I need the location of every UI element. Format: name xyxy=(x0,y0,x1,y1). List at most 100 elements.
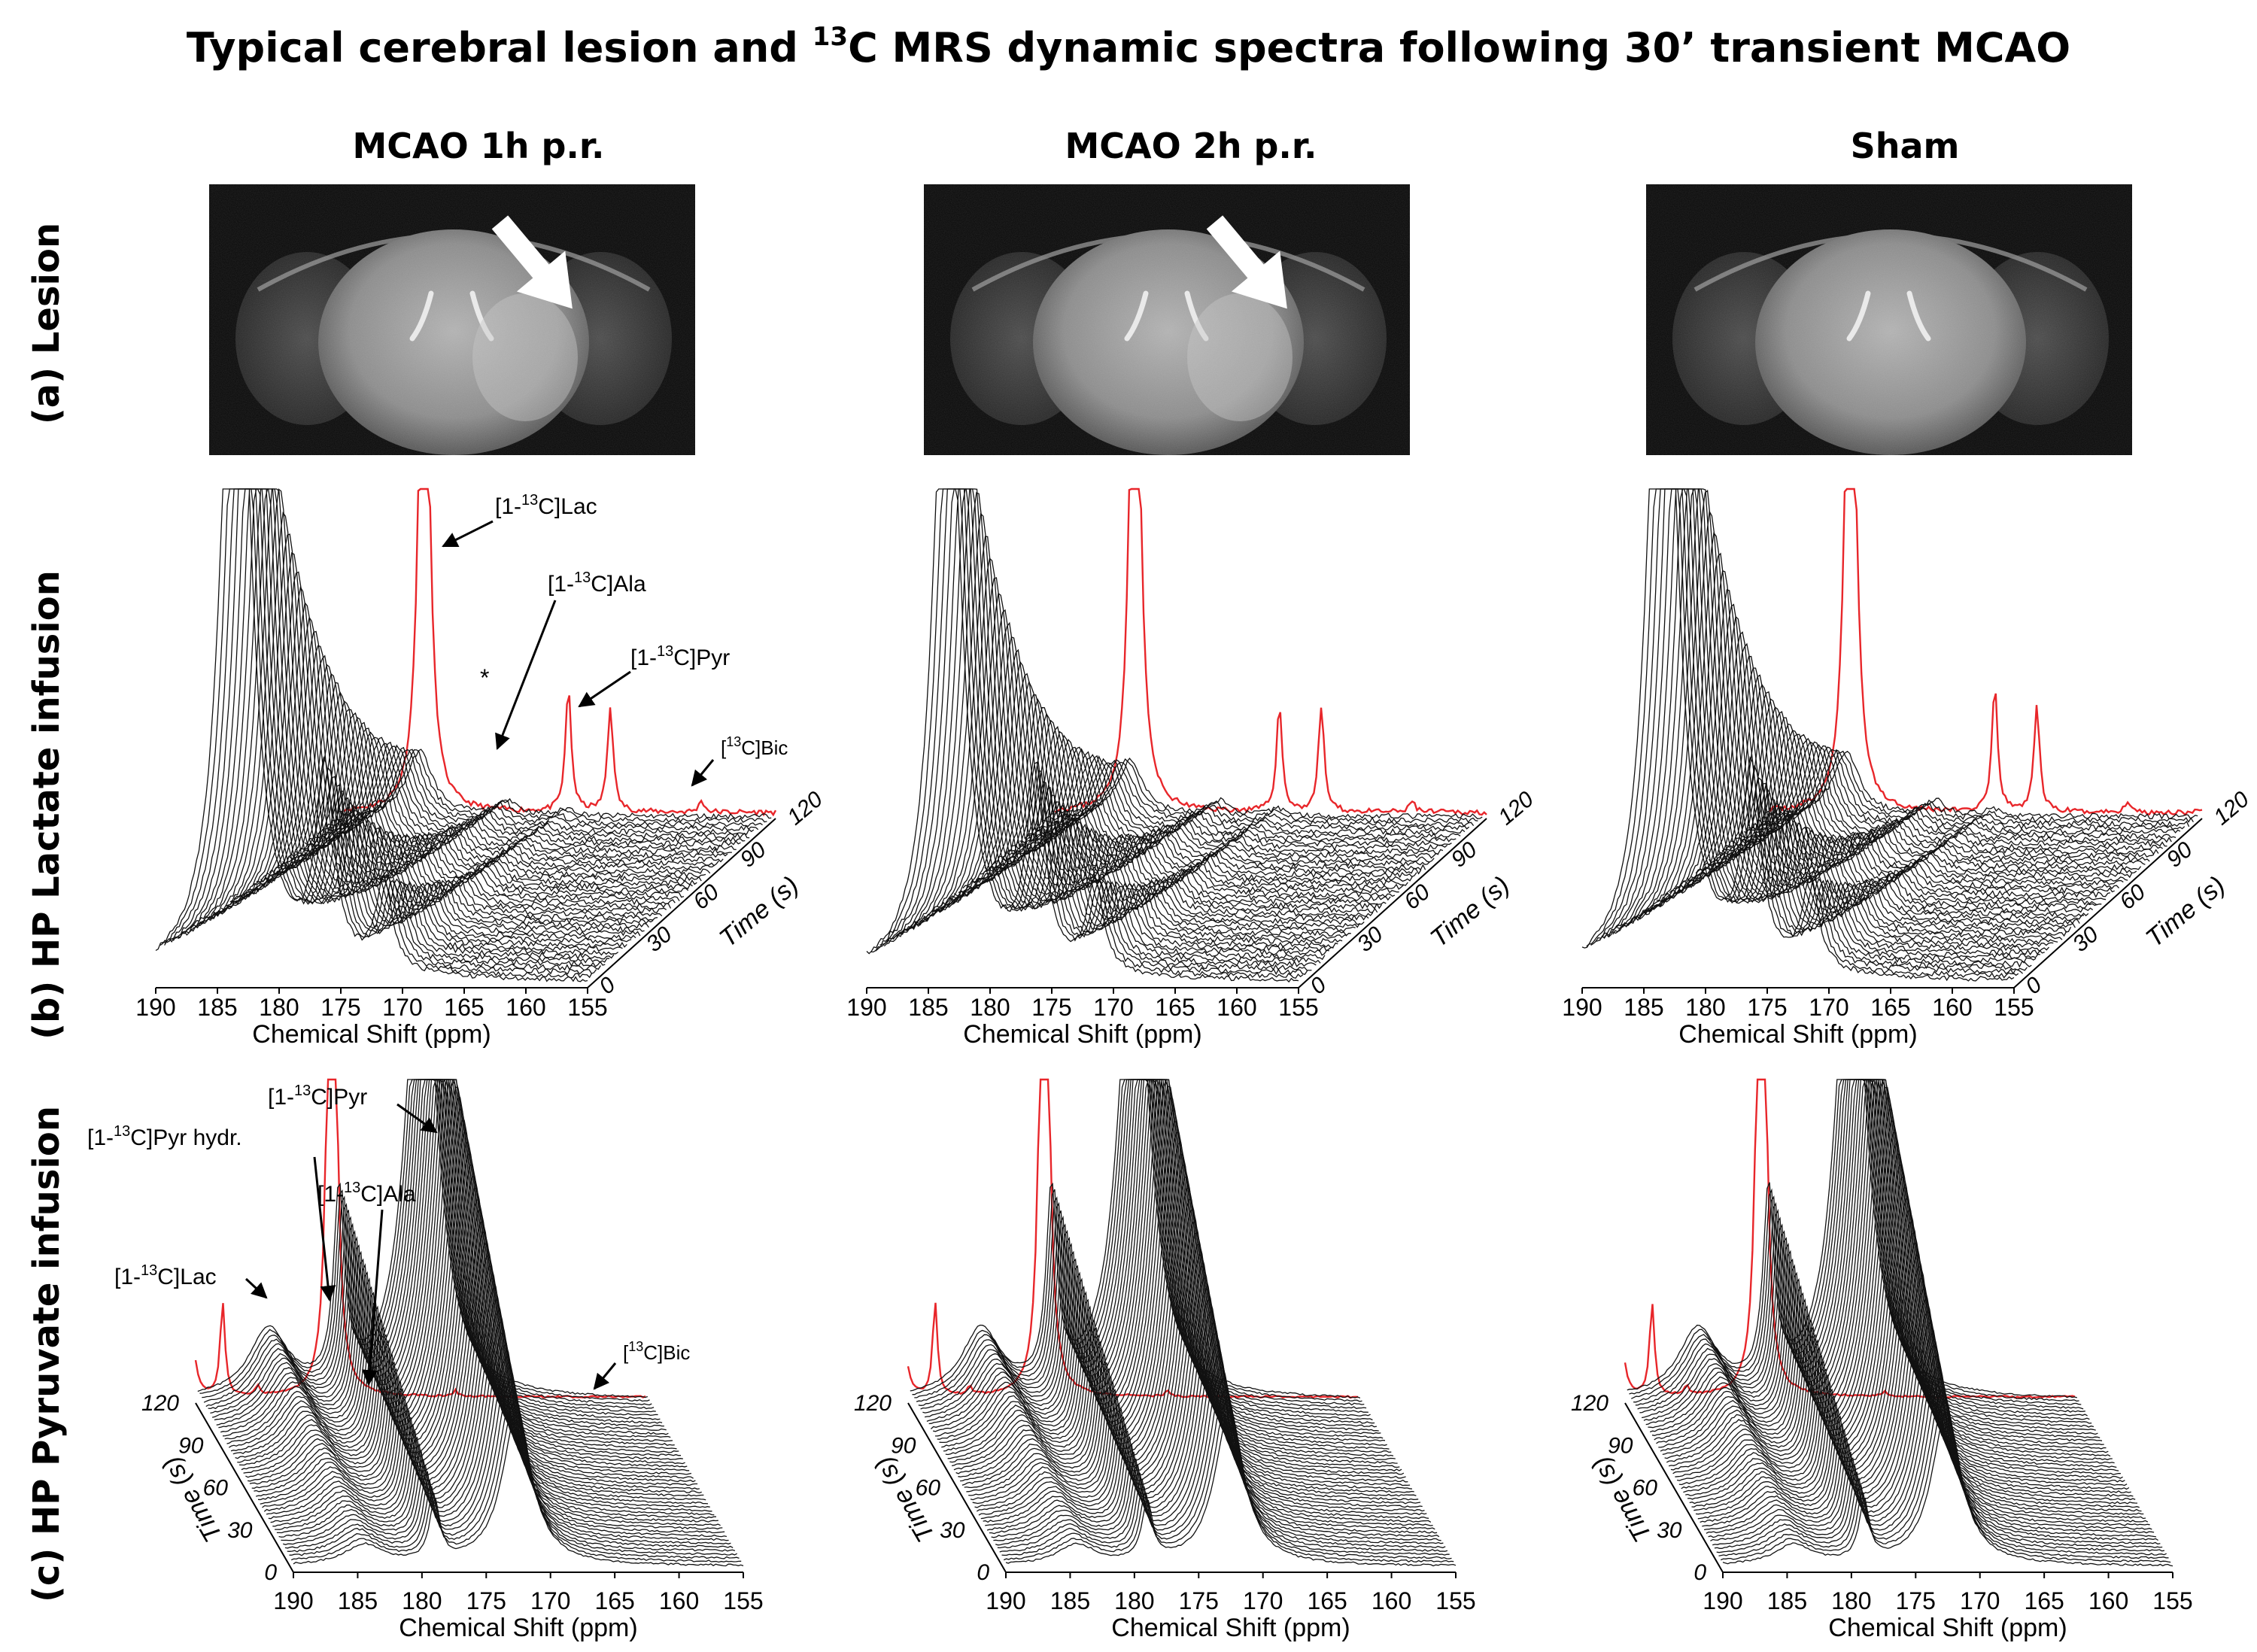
time-axis-label: Time (s) xyxy=(2140,871,2231,953)
spectrum-trace xyxy=(234,630,667,913)
spectrum-trace xyxy=(1651,603,2085,922)
x-tick-label: 190 xyxy=(273,1587,313,1614)
row-label-a: (a) Lesion xyxy=(26,223,68,424)
spectrum-trace xyxy=(966,1198,1417,1497)
spectrum-trace xyxy=(251,1188,702,1494)
spectrum-trace xyxy=(1608,488,2040,959)
spectrum-trace xyxy=(1642,569,2076,929)
spectrum-trace xyxy=(232,1086,683,1460)
spectrum-trace xyxy=(1722,1412,2173,1567)
spectrum-trace xyxy=(1697,1277,2149,1523)
x-tick-label: 180 xyxy=(1114,1587,1154,1614)
time-tick-label: 30 xyxy=(2068,922,2104,957)
spectrum-trace xyxy=(283,1356,734,1548)
spectrum-trace xyxy=(1634,531,2067,937)
spectrum-trace xyxy=(1001,1389,1452,1559)
mri-image-1 xyxy=(209,184,695,455)
spectrum-trace xyxy=(916,1079,1367,1409)
spectrum-trace xyxy=(905,536,1338,949)
spectrum-trace xyxy=(1695,1265,2146,1520)
time-tick-label: 30 xyxy=(227,1518,253,1543)
spectrum-trace xyxy=(901,512,1334,952)
spectrum-trace xyxy=(953,1131,1405,1475)
spectrum-trace xyxy=(203,1079,655,1410)
spectrum-trace xyxy=(978,1265,1429,1520)
time-tick-label: 120 xyxy=(1571,1391,1608,1416)
x-tick-label: 190 xyxy=(1703,1587,1742,1614)
x-tick-label: 155 xyxy=(2152,1587,2192,1614)
spectrum-trace xyxy=(972,1232,1423,1508)
arrow-ala-lactate xyxy=(495,600,557,750)
spectrum-trace xyxy=(290,1401,742,1563)
spectrum-trace xyxy=(945,1086,1396,1460)
spectrum-trace xyxy=(268,1278,718,1523)
spectrum-trace xyxy=(993,1344,1444,1544)
row-label-c: (c) HP Pyruvate infusion xyxy=(26,1106,68,1602)
spectrum-trace xyxy=(287,1378,737,1556)
x-tick-label: 155 xyxy=(1435,1587,1475,1614)
spectrum-trace xyxy=(945,673,1378,913)
x-tick-label: 160 xyxy=(1372,1587,1411,1614)
spectrum-trace xyxy=(999,1377,1450,1556)
spectrum-trace xyxy=(1612,488,2045,956)
spectrum-trace xyxy=(1720,1401,2171,1563)
row-label-b: (b) HP Lactate infusion xyxy=(26,570,68,1040)
time-tick-label: 120 xyxy=(782,787,828,831)
x-tick-label: 175 xyxy=(1179,1587,1219,1614)
spectrum-trace xyxy=(1028,762,1461,840)
spectrum-trace xyxy=(225,601,658,921)
label-pyr-pyruvate: [1-13C]Pyr xyxy=(268,1083,367,1110)
spectrum-trace xyxy=(1670,1131,2121,1475)
spectrum-trace xyxy=(961,1175,1412,1490)
spectrum-trace xyxy=(1041,761,1475,828)
time-tick-label: 60 xyxy=(1399,879,1435,915)
spectrum-trace xyxy=(1656,615,2089,917)
time-axis-label: Time (s) xyxy=(714,871,804,953)
spectrum-trace xyxy=(266,1265,716,1519)
x-axis-label: Chemical Shift (ppm) xyxy=(252,1020,491,1049)
x-tick-label: 155 xyxy=(1278,994,1318,1021)
time-tick-label: 90 xyxy=(1447,837,1482,873)
x-tick-label: 170 xyxy=(1243,1587,1283,1614)
spectrum-trace xyxy=(1666,1108,2117,1468)
time-tick-label: 90 xyxy=(891,1433,916,1458)
spectrum-trace xyxy=(1006,751,1439,859)
x-tick-label: 160 xyxy=(1217,994,1256,1021)
x-tick-label: 185 xyxy=(1767,1587,1807,1614)
x-tick-label: 170 xyxy=(1960,1587,2000,1614)
spectrum-trace xyxy=(949,1109,1400,1468)
spectrum-trace xyxy=(964,1187,1414,1493)
spectrum-trace xyxy=(238,645,672,910)
spectrum-trace xyxy=(970,1222,1421,1505)
spectrum-trace xyxy=(248,1164,698,1486)
x-tick-label: 180 xyxy=(259,994,299,1021)
x-tick-label: 185 xyxy=(338,1587,378,1614)
arrow-lac-lactate xyxy=(442,520,494,548)
mri-image-3 xyxy=(1646,184,2132,455)
spectrum-trace xyxy=(230,1079,681,1457)
spectrum-trace xyxy=(1003,1400,1454,1562)
column-header-1: MCAO 1h p.r. xyxy=(352,126,604,166)
spectrum-trace xyxy=(1709,723,2142,871)
x-tick-label: 170 xyxy=(530,1587,570,1614)
spectrum-trace xyxy=(1685,1210,2136,1501)
time-tick-label: 0 xyxy=(1694,1560,1706,1585)
spectrum-trace xyxy=(321,746,755,836)
time-tick-label: 120 xyxy=(854,1391,892,1416)
spectrum-trace xyxy=(1710,1345,2161,1545)
x-tick-label: 160 xyxy=(506,994,545,1021)
spectrum-trace xyxy=(289,1389,740,1559)
spectrum-trace xyxy=(976,1253,1427,1516)
spectrum-trace xyxy=(1689,1231,2140,1508)
spectrum-trace xyxy=(275,1310,725,1534)
spectrum-trace xyxy=(278,717,711,875)
spectrum-trace xyxy=(1681,1187,2131,1493)
spectrum-trace xyxy=(270,1288,721,1526)
spectrum-trace xyxy=(879,488,1312,971)
spectrum-trace xyxy=(986,1311,1438,1534)
spectrum-trace xyxy=(239,1119,690,1471)
spectrum-trace xyxy=(278,1332,729,1541)
label-lac-lactate: [1-13C]Lac xyxy=(495,492,597,519)
spectrum-trace xyxy=(951,1121,1402,1471)
